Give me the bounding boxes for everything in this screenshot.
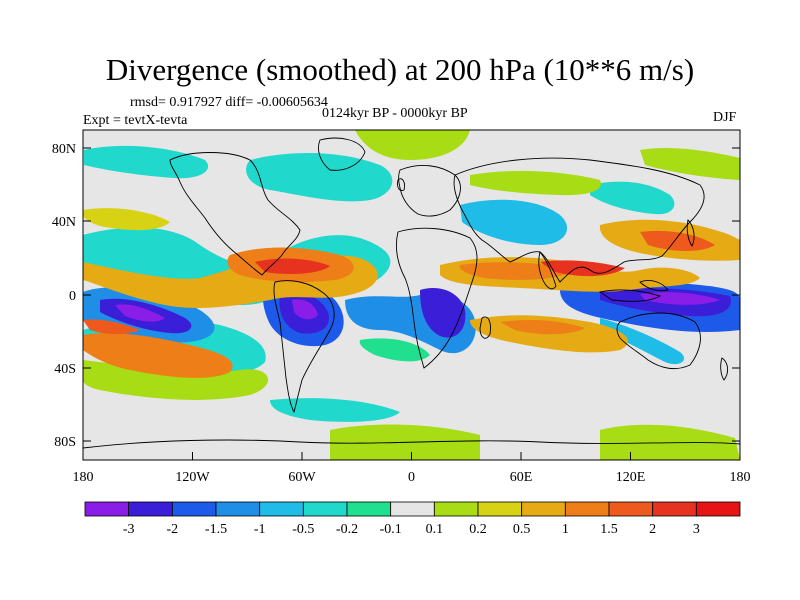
coastlines: [83, 137, 740, 449]
colorbar-label: 3: [693, 522, 700, 537]
x-tick-labels: 180 120W 60W 0 60E 120E 180: [73, 470, 751, 485]
colorbar-swatch: [259, 501, 304, 517]
colorbar-label: -2: [166, 522, 178, 537]
y-tick-0: 0: [69, 289, 76, 304]
colorbar-swatch: [477, 501, 523, 517]
colorbar-swatch: [390, 501, 435, 517]
x-tick-180w: 180: [73, 470, 94, 485]
colorbar-swatch: [215, 501, 261, 517]
y-tick-40n: 40N: [52, 215, 76, 230]
colorbar-label: 0.1: [426, 522, 444, 537]
period-label: 0124kyr BP - 0000kyr BP: [322, 106, 468, 121]
colorbar-swatch: [346, 501, 392, 517]
colorbar-swatch: [564, 501, 610, 517]
season-label: DJF: [713, 110, 737, 125]
y-tick-40s: 40S: [54, 362, 76, 377]
x-tick-marks: [82, 452, 741, 460]
colorbar-label: -0.5: [292, 522, 314, 537]
colorbar-swatch: [84, 501, 130, 517]
colorbar-swatch: [171, 501, 217, 517]
x-tick-0: 0: [408, 470, 415, 485]
colorbar-label: -0.1: [380, 522, 402, 537]
colorbar-swatch: [608, 501, 654, 517]
divergence-field: [83, 130, 740, 460]
colorbar-swatch: [695, 501, 741, 517]
y-tick-labels: 80N 40N 0 40S 80S: [52, 142, 76, 450]
colorbar-swatch: [521, 501, 566, 517]
colorbar-swatch: [128, 501, 173, 517]
colorbar-swatch: [302, 501, 348, 517]
y-tick-80n: 80N: [52, 142, 76, 157]
x-tick-60e: 60E: [510, 470, 533, 485]
colorbar-swatch: [652, 501, 697, 517]
colorbar-swatch: [433, 501, 479, 517]
x-tick-180e: 180: [730, 470, 751, 485]
map-title: Divergence (smoothed) at 200 hPa (10**6 …: [105, 52, 695, 87]
y-tick-80s: 80S: [54, 435, 76, 450]
experiment-label: Expt = tevtX-tevta: [83, 113, 188, 128]
colorbar: -3 -2 -1.5 -1 -0.5 -0.2 -0.1 0.1 0.2 0.5 1 1.5 2 3: [84, 501, 741, 537]
colorbar-label: 2: [649, 522, 656, 537]
colorbar-label: -1.5: [205, 522, 227, 537]
x-tick-60w: 60W: [288, 470, 316, 485]
colorbar-label: 1.5: [600, 522, 618, 537]
stats-text: rmsd= 0.917927 diff= -0.00605634: [130, 95, 328, 110]
colorbar-label: 1: [562, 522, 569, 537]
colorbar-label: -3: [123, 522, 135, 537]
y-tick-marks: [83, 147, 740, 442]
colorbar-label: -0.2: [336, 522, 358, 537]
colorbar-label: 0.2: [469, 522, 487, 537]
colorbar-label: -1: [254, 522, 266, 537]
x-tick-120e: 120E: [616, 470, 646, 485]
x-tick-120w: 120W: [175, 470, 210, 485]
colorbar-label: 0.5: [513, 522, 531, 537]
